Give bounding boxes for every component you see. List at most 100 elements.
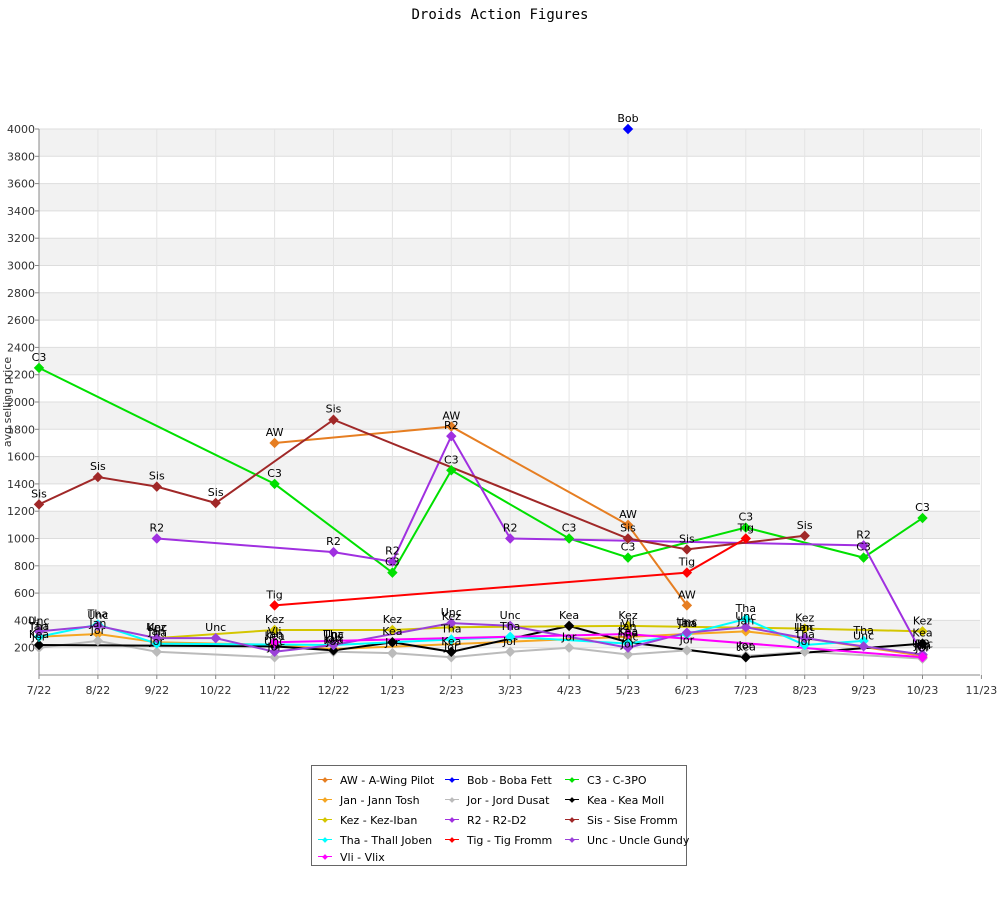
point-label-c3: C3 [385,556,400,569]
grid-band [39,402,980,430]
point-kez [269,624,280,636]
grid-band [39,565,980,594]
series-line-aw [274,425,688,606]
y-axis-title: avg selling price [1,357,14,447]
point-label-tha: Tha [146,627,167,640]
y-tick-label: 2000 [7,396,35,409]
point-unc [681,627,693,638]
x-tick-label: 12/22 [318,684,350,697]
grid-band [39,183,980,211]
y-tick-label: 2800 [7,287,35,300]
point-sis [328,414,339,425]
legend-item-tha: Tha - Thall Joben [318,832,432,848]
point-sis [151,481,163,492]
point-kea [328,645,339,656]
point-sis [799,530,810,541]
x-tick-label: 11/23 [966,684,998,697]
point-label-kez: Kez [147,621,166,634]
point-tha [446,634,457,645]
legend-swatch [445,815,459,825]
point-label-tha: Tha [440,623,461,636]
point-label-kez: Kez [913,614,932,627]
legend-item-sis: Sis - Sise Fromm [565,812,678,828]
point-label-jan: Jan [619,620,637,633]
x-tick-label: 2/23 [439,684,464,697]
point-label-unc: Unc [441,606,462,619]
x-tick-label: 7/23 [733,684,758,697]
point-label-jor: Jor [914,642,930,655]
point-label-unc: Unc [264,635,285,648]
point-label-kez: Kez [383,613,402,626]
point-tha [799,639,810,651]
point-unc [328,639,339,651]
point-kea [740,652,752,663]
y-tick-label: 800 [14,560,35,573]
legend-item-c3: C3 - C-3PO [565,772,647,788]
point-label-jor: Jor [561,631,577,644]
point-unc [740,622,752,633]
point-jor [622,649,634,660]
point-label-c3: C3 [915,501,930,514]
point-sis [92,471,104,483]
point-aw [681,600,693,611]
y-tick-label: 3000 [7,260,35,273]
y-tick-label: 3600 [7,178,35,191]
grid-band [39,129,980,157]
point-label-jor: Jor [443,640,459,653]
point-vli [622,628,634,640]
series-line-jan [38,630,923,657]
chart: Droids Action Figures 200 400 600 800 1000 12… [1,7,997,697]
point-label-vli: Vli [268,625,282,638]
point-label-unc: Unc [617,631,638,644]
point-vli [917,652,928,663]
point-label-kea: Kea [736,640,756,653]
point-label-r2: R2 [326,535,341,548]
chart-title: Droids Action Figures [411,7,588,23]
point-aw [622,519,634,531]
series-line-sis [38,418,805,551]
point-label-r2: R2 [444,419,459,432]
point-label-jan: Jan [265,628,283,641]
point-label-kea: Kea [265,629,285,642]
point-label-sis: Sis [31,487,47,500]
point-jor [504,646,516,658]
y-tick-label: 3200 [7,232,35,245]
legend-label: Sis - Sise Fromm [587,813,678,827]
legend-label: Vli - Vlix [340,850,385,864]
y-tick-label: 1600 [7,451,35,464]
point-kez [387,624,398,636]
point-label-jor: Jor [738,639,754,652]
grid-band [39,238,980,266]
legend-swatch [318,775,332,785]
y-tick-label: 200 [14,642,35,655]
point-label-jor: Jor [149,635,165,648]
point-label-c3: C3 [444,453,459,466]
point-label-tig: Tig [678,556,695,569]
point-label-unc: Unc [205,621,226,634]
point-c3 [858,552,869,563]
point-label-r2: R2 [385,545,400,558]
point-label-kea: Kea [323,633,343,646]
point-unc [210,632,221,644]
legend-item-vli: Vli - Vlix [318,849,385,865]
legend-label: Jor - Jord Dusat [467,793,550,807]
point-label-jan: Jan [324,632,342,645]
point-c3 [269,478,280,490]
legend: AW - A-Wing Pilot Bob - Boba Fett C3 - C-3… [311,765,689,866]
point-label-r2: R2 [503,522,518,535]
point-label-kea: Kea [382,625,402,638]
point-label-jor: Jor [384,636,400,649]
point-unc [92,620,104,632]
point-label-r2: R2 [856,528,871,541]
legend-label: Bob - Boba Fett [467,773,552,787]
y-tick-label: 1000 [7,533,35,546]
legend-label: Tig - Tig Fromm [467,833,553,847]
point-unc [504,620,516,632]
point-label-unc: Unc [500,609,521,622]
point-label-aw: AW [619,508,637,521]
axes: 200 400 600 800 1000 1200 1400 1600 1800 2000 2200… [7,123,997,697]
point-label-unc: Unc [28,614,49,627]
grid-band [39,292,980,321]
point-label-unc: Unc [912,638,933,651]
point-label-c3: C3 [856,541,871,554]
